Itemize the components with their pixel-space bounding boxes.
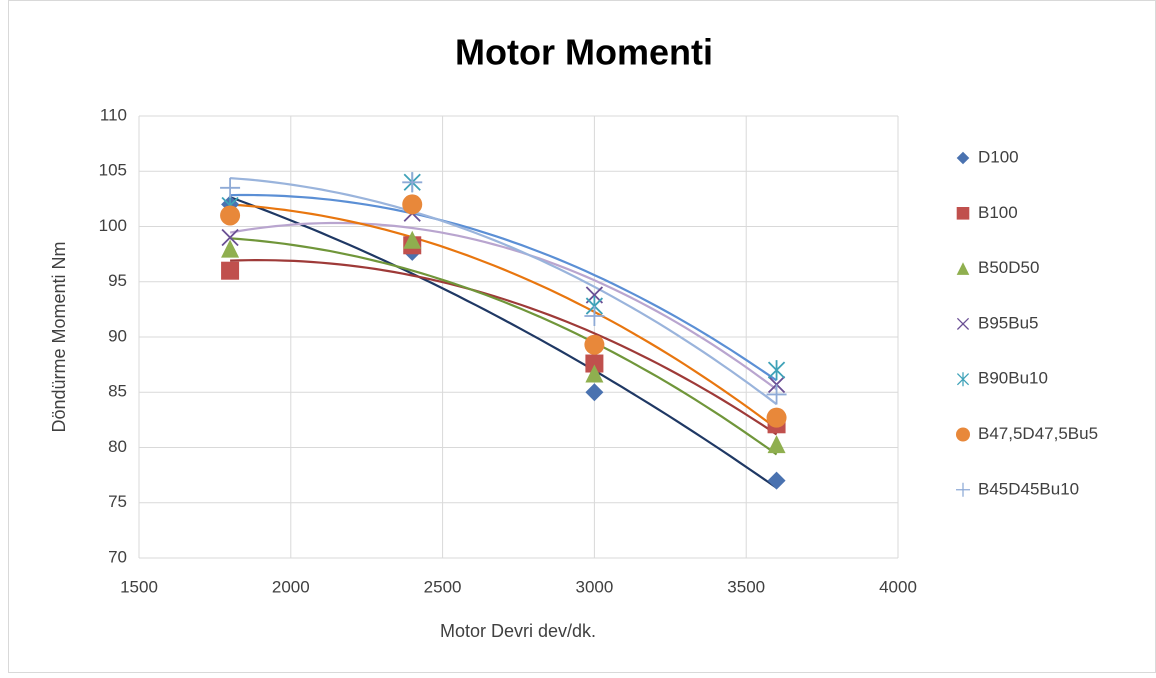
marker bbox=[956, 372, 970, 387]
y-tick-label: 100 bbox=[99, 216, 127, 235]
legend-label: B100 bbox=[978, 203, 1018, 222]
marker bbox=[585, 383, 604, 402]
y-axis-label: Döndürme Momenti Nm bbox=[49, 241, 69, 432]
marker bbox=[955, 482, 970, 497]
marker bbox=[403, 230, 422, 249]
trendline bbox=[229, 221, 778, 391]
marker bbox=[402, 194, 423, 215]
legend-item: B45D45Bu10 bbox=[955, 479, 1079, 498]
marker bbox=[767, 435, 786, 454]
y-tick-label: 110 bbox=[100, 105, 127, 124]
marker bbox=[767, 471, 786, 490]
marker bbox=[220, 177, 241, 198]
legend-item: B100 bbox=[956, 203, 1018, 222]
marker bbox=[584, 334, 605, 355]
marker bbox=[221, 239, 240, 258]
legend-item: B50D50 bbox=[956, 258, 1039, 277]
x-tick-label: 2000 bbox=[272, 577, 310, 596]
marker bbox=[956, 427, 970, 442]
marker bbox=[402, 172, 423, 193]
x-tick-label: 1500 bbox=[120, 577, 158, 596]
y-tick-label: 90 bbox=[108, 326, 127, 345]
trendline bbox=[229, 196, 778, 489]
trendline bbox=[230, 177, 778, 406]
x-axis-label: Motor Devri dev/dk. bbox=[440, 621, 596, 641]
legend-label: D100 bbox=[978, 147, 1019, 166]
legend-label: B90Bu10 bbox=[978, 369, 1048, 388]
y-tick-label: 85 bbox=[108, 382, 127, 401]
marker bbox=[956, 262, 970, 275]
x-tick-label: 3000 bbox=[575, 577, 613, 596]
marker bbox=[766, 407, 787, 428]
marker bbox=[220, 205, 241, 226]
legend-label: B95Bu5 bbox=[978, 313, 1039, 332]
marker bbox=[221, 228, 239, 247]
trendline bbox=[230, 237, 778, 456]
y-tick-label: 75 bbox=[108, 492, 127, 511]
marker bbox=[584, 306, 605, 327]
marker bbox=[585, 364, 604, 383]
y-tick-label: 105 bbox=[99, 161, 127, 180]
marker bbox=[956, 317, 970, 330]
chart-title: Motor Momenti bbox=[455, 32, 713, 73]
legend-label: B45D45Bu10 bbox=[978, 479, 1079, 498]
marker bbox=[956, 207, 970, 220]
x-tick-label: 3500 bbox=[727, 577, 765, 596]
marker bbox=[767, 360, 786, 381]
trendline bbox=[230, 258, 778, 436]
legend-item: B47,5D47,5Bu5 bbox=[956, 424, 1098, 443]
legend-item: B95Bu5 bbox=[956, 313, 1039, 332]
marker bbox=[221, 261, 240, 280]
legend-item: B90Bu10 bbox=[956, 369, 1048, 388]
trendline bbox=[230, 193, 778, 382]
x-tick-label: 4000 bbox=[879, 577, 917, 596]
trendline bbox=[230, 203, 778, 430]
marker bbox=[766, 384, 787, 405]
legend-label: B50D50 bbox=[978, 258, 1039, 277]
y-tick-label: 70 bbox=[108, 547, 127, 566]
legend-label: B47,5D47,5Bu5 bbox=[978, 424, 1098, 443]
x-tick-label: 2500 bbox=[424, 577, 462, 596]
marker bbox=[585, 354, 604, 373]
y-tick-label: 95 bbox=[108, 271, 127, 290]
y-tick-label: 80 bbox=[108, 437, 127, 456]
